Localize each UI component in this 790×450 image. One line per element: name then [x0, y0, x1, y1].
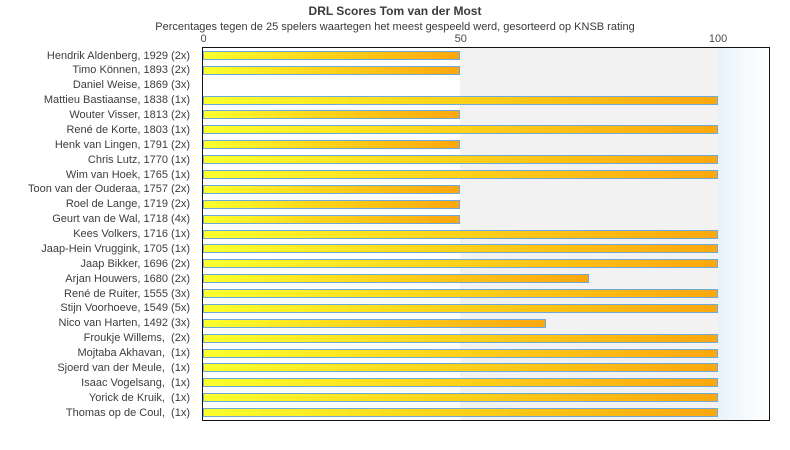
bar [203, 50, 461, 60]
x-axis: 0 50 100 [0, 33, 790, 46]
category-label: Daniel Weise, 1869 (3x) [72, 79, 190, 92]
category-label: Jaap Bikker, 1696 (2x) [80, 257, 190, 270]
category-label: Geurt van de Wal, 1718 (4x) [52, 213, 190, 226]
x-tick-label: 0 [200, 33, 207, 45]
plot-area [202, 47, 770, 421]
category-label: Isaac Vogelsang, (1x) [81, 376, 190, 389]
category-label: Mojtaba Akhavan, (1x) [77, 347, 190, 359]
bar [203, 259, 718, 269]
bar [203, 199, 461, 209]
category-label: Hendrik Aldenberg, 1929 (2x) [46, 49, 190, 62]
category-label: Thomas op de Coul, (1x) [65, 406, 190, 419]
bar [203, 303, 718, 313]
chart-title: DRL Scores Tom van der Most [308, 4, 482, 18]
bar [203, 140, 461, 150]
bar [203, 125, 718, 135]
category-label: Froukje Willems, (2x) [83, 332, 190, 345]
category-label: René de Korte, 1803 (1x) [66, 123, 190, 136]
bar [203, 214, 461, 224]
category-label: Timo Können, 1893 (2x) [72, 64, 190, 77]
category-label: René de Ruiter, 1555 (3x) [64, 287, 190, 300]
category-label: Toon van der Ouderaa, 1757 (2x) [27, 183, 190, 196]
category-label: Nico van Harten, 1492 (3x) [58, 317, 190, 330]
bar [203, 318, 547, 328]
category-label: Chris Lutz, 1770 (1x) [87, 153, 190, 166]
bar [203, 363, 718, 373]
x-tick-label: 100 [708, 33, 728, 45]
bar [203, 65, 461, 75]
category-label: Arjan Houwers, 1680 (2x) [65, 272, 190, 285]
x-tick-label: 50 [454, 33, 467, 45]
bar [203, 229, 718, 239]
bar [203, 184, 461, 194]
bar [203, 169, 718, 179]
bar [203, 408, 718, 418]
category-label: Yorick de Kruik, (1x) [88, 391, 190, 404]
category-label: Sjoerd van der Meule, (1x) [57, 361, 190, 374]
category-labels: Hendrik Aldenberg, 1929 (2x) Timo Können,… [0, 49, 196, 421]
bar [203, 289, 718, 299]
category-label: Roel de Lange, 1719 (2x) [65, 198, 190, 211]
bar [203, 274, 589, 284]
category-label: Jaap-Hein Vruggink, 1705 (1x) [41, 242, 190, 255]
bar [203, 333, 718, 343]
category-label: Henk van Lingen, 1791 (2x) [54, 138, 190, 151]
category-label: Mattieu Bastiaanse, 1838 (1x) [43, 94, 190, 107]
bar [203, 244, 718, 254]
bar-series [203, 48, 769, 420]
chart-subtitle: Percentages tegen de 25 spelers waartege… [155, 21, 635, 33]
band-over-100 [717, 48, 769, 420]
bar [203, 393, 718, 403]
bar [203, 95, 718, 105]
bar [203, 378, 718, 388]
category-label: Wim van Hoek, 1765 (1x) [65, 168, 190, 181]
bar [203, 348, 718, 358]
category-label: Kees Volkers, 1716 (1x) [73, 228, 190, 240]
category-label: Wouter Visser, 1813 (2x) [69, 109, 190, 121]
category-label: Stijn Voorhoeve, 1549 (5x) [60, 302, 190, 315]
bar [203, 155, 718, 165]
bar [203, 110, 461, 120]
